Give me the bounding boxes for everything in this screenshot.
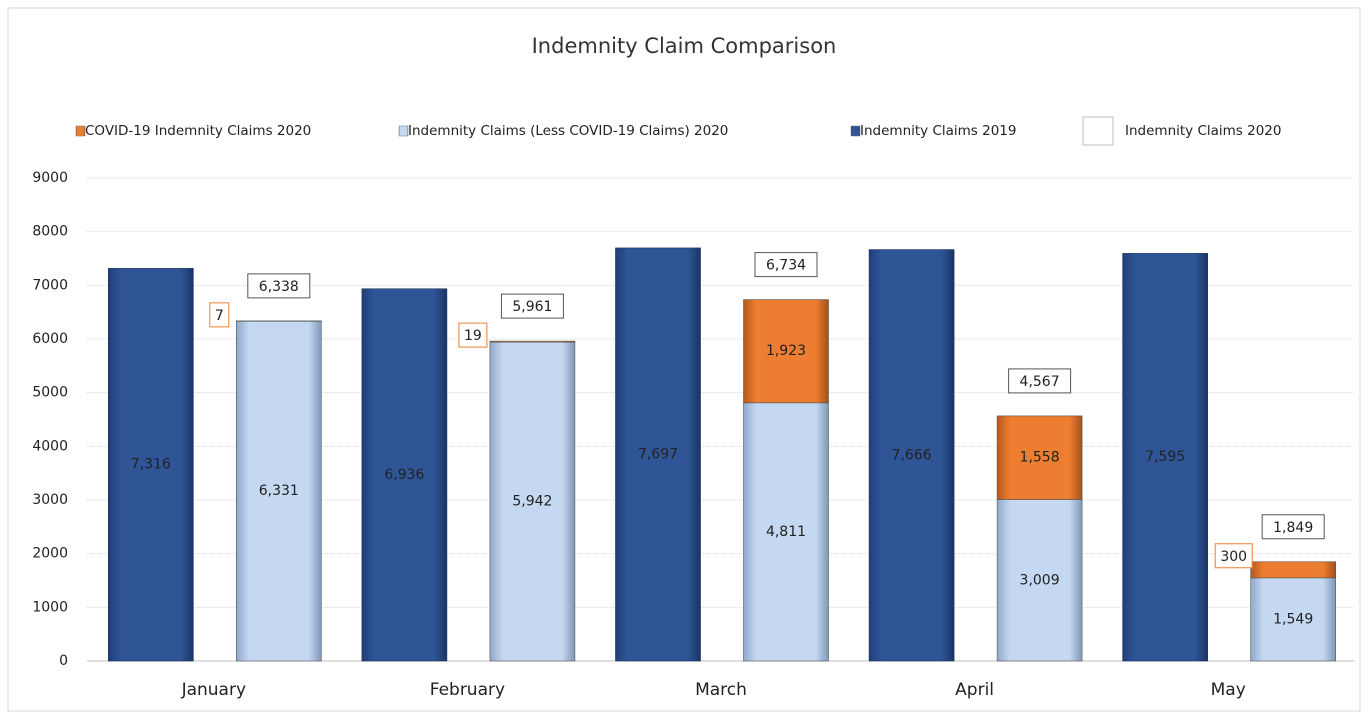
data-label: 4,567 [1020, 374, 1060, 390]
label-box [1214, 543, 1253, 569]
data-label: 1,923 [766, 343, 806, 359]
legend-label: COVID-19 Indemnity Claims 2020 [85, 123, 311, 139]
label-box [754, 252, 818, 278]
label-box [500, 293, 564, 319]
data-label: 5,961 [512, 299, 552, 315]
bar [743, 402, 829, 662]
data-label: 7 [215, 308, 224, 324]
label-box [1008, 368, 1072, 394]
bar [1122, 253, 1208, 662]
data-label: 4,811 [766, 524, 806, 540]
bar [361, 288, 448, 662]
label-box [1261, 514, 1325, 540]
bar [489, 341, 576, 662]
y-tick-label: 0 [59, 653, 68, 669]
label-box [209, 302, 230, 328]
data-label: 6,331 [259, 483, 299, 499]
legend-label: Indemnity Claims (Less COVID-19 Claims) … [408, 123, 728, 139]
y-tick-label: 1000 [32, 599, 68, 615]
bar [1250, 577, 1336, 662]
data-label: 1,849 [1273, 520, 1313, 536]
data-label: 6,734 [766, 258, 806, 274]
y-tick-label: 9000 [32, 170, 68, 186]
y-tick-label: 7000 [32, 277, 68, 293]
data-label: 1,558 [1020, 450, 1060, 466]
x-tick-label: April [955, 680, 994, 700]
legend-swatch [75, 125, 86, 137]
data-label: 7,666 [892, 447, 932, 463]
bar [489, 340, 576, 343]
label-box [247, 273, 311, 299]
bar [236, 320, 322, 662]
data-label: 7,316 [131, 457, 171, 473]
data-label: 7,697 [638, 446, 678, 462]
bar [615, 247, 701, 662]
y-tick-label: 6000 [32, 331, 68, 347]
bar [868, 249, 955, 662]
x-tick-label: February [430, 680, 505, 700]
x-tick-label: May [1211, 680, 1246, 700]
bar [1250, 561, 1336, 579]
data-label: 3,009 [1020, 572, 1060, 588]
data-label: 6,936 [384, 467, 424, 483]
data-label: 6,338 [259, 279, 299, 295]
data-label: 5,942 [512, 494, 552, 510]
x-tick-label: January [181, 680, 246, 700]
data-label: 19 [464, 328, 482, 344]
data-label: 7,595 [1145, 449, 1185, 465]
legend-swatch [1082, 116, 1114, 146]
legend-label: Indemnity Claims 2019 [860, 123, 1016, 139]
bar [996, 415, 1083, 500]
x-tick-label: March [695, 680, 747, 700]
data-label: 1,549 [1273, 611, 1313, 627]
y-tick-label: 2000 [32, 546, 68, 562]
chart-title: Indemnity Claim Comparison [532, 34, 837, 58]
bar [108, 268, 194, 662]
y-tick-label: 5000 [32, 385, 68, 401]
y-tick-label: 3000 [32, 492, 68, 508]
label-box [458, 322, 488, 348]
data-label: 300 [1220, 549, 1247, 565]
bar [996, 499, 1083, 662]
legend-swatch [398, 125, 409, 137]
bar [743, 299, 829, 404]
y-tick-label: 4000 [32, 438, 68, 454]
y-tick-label: 8000 [32, 224, 68, 240]
legend-label: Indemnity Claims 2020 [1125, 123, 1281, 139]
legend-swatch [850, 125, 861, 137]
